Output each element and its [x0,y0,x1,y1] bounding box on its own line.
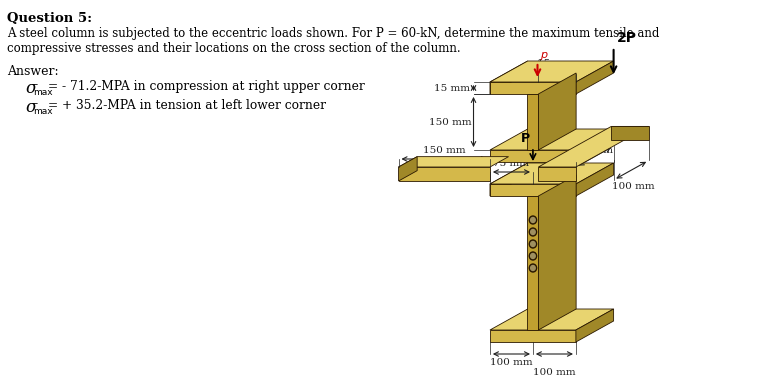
Text: compressive stresses and their locations on the cross section of the column.: compressive stresses and their locations… [8,42,461,55]
Circle shape [531,241,536,246]
Text: A steel column is subjected to the eccentric loads shown. For P = 60-kN, determi: A steel column is subjected to the eccen… [8,27,659,40]
Text: σ: σ [25,80,37,97]
Text: 100 mm: 100 mm [490,358,532,367]
Polygon shape [490,61,614,82]
Polygon shape [490,163,528,196]
Text: p: p [540,50,548,60]
Polygon shape [490,184,576,196]
Polygon shape [490,309,614,330]
Circle shape [531,254,536,259]
Polygon shape [399,157,509,167]
Polygon shape [539,175,576,330]
Text: 75 mm: 75 mm [493,159,529,168]
Text: Answer:: Answer: [8,65,59,78]
Polygon shape [576,61,614,94]
Text: 150 mm: 150 mm [429,118,472,126]
Text: 100 mm: 100 mm [533,368,576,377]
Polygon shape [527,196,539,330]
Text: max: max [33,107,53,116]
Text: = + 35.2-MPA in tension at left lower corner: = + 35.2-MPA in tension at left lower co… [47,99,326,112]
Text: 2P: 2P [617,31,637,45]
Circle shape [529,240,536,248]
Polygon shape [576,129,614,162]
Polygon shape [399,157,417,181]
Polygon shape [611,126,649,141]
Polygon shape [539,167,576,181]
Text: 150 mm: 150 mm [423,146,466,155]
Text: 15 mm: 15 mm [434,84,470,92]
Polygon shape [490,150,576,162]
Text: σ: σ [25,99,37,116]
Polygon shape [490,61,528,94]
Circle shape [531,217,536,222]
Circle shape [529,228,536,236]
Circle shape [531,230,536,235]
Text: = - 71.2-MPA in compression at right upper corner: = - 71.2-MPA in compression at right upp… [47,80,364,93]
Polygon shape [576,163,614,196]
Polygon shape [490,129,614,150]
Text: 15 mm: 15 mm [537,59,573,68]
Text: 15 mm: 15 mm [577,146,613,155]
Polygon shape [490,330,576,342]
Polygon shape [490,163,614,184]
Circle shape [529,252,536,260]
Polygon shape [576,309,614,342]
Circle shape [531,265,536,270]
Text: max: max [33,88,53,97]
Circle shape [529,216,536,224]
Text: Question 5:: Question 5: [8,12,93,25]
Text: 100 mm: 100 mm [612,182,654,191]
Text: P: P [521,132,530,145]
Polygon shape [527,94,539,150]
Polygon shape [539,73,576,150]
Polygon shape [539,126,649,167]
Polygon shape [399,167,490,181]
Circle shape [529,264,536,272]
Polygon shape [490,82,576,94]
